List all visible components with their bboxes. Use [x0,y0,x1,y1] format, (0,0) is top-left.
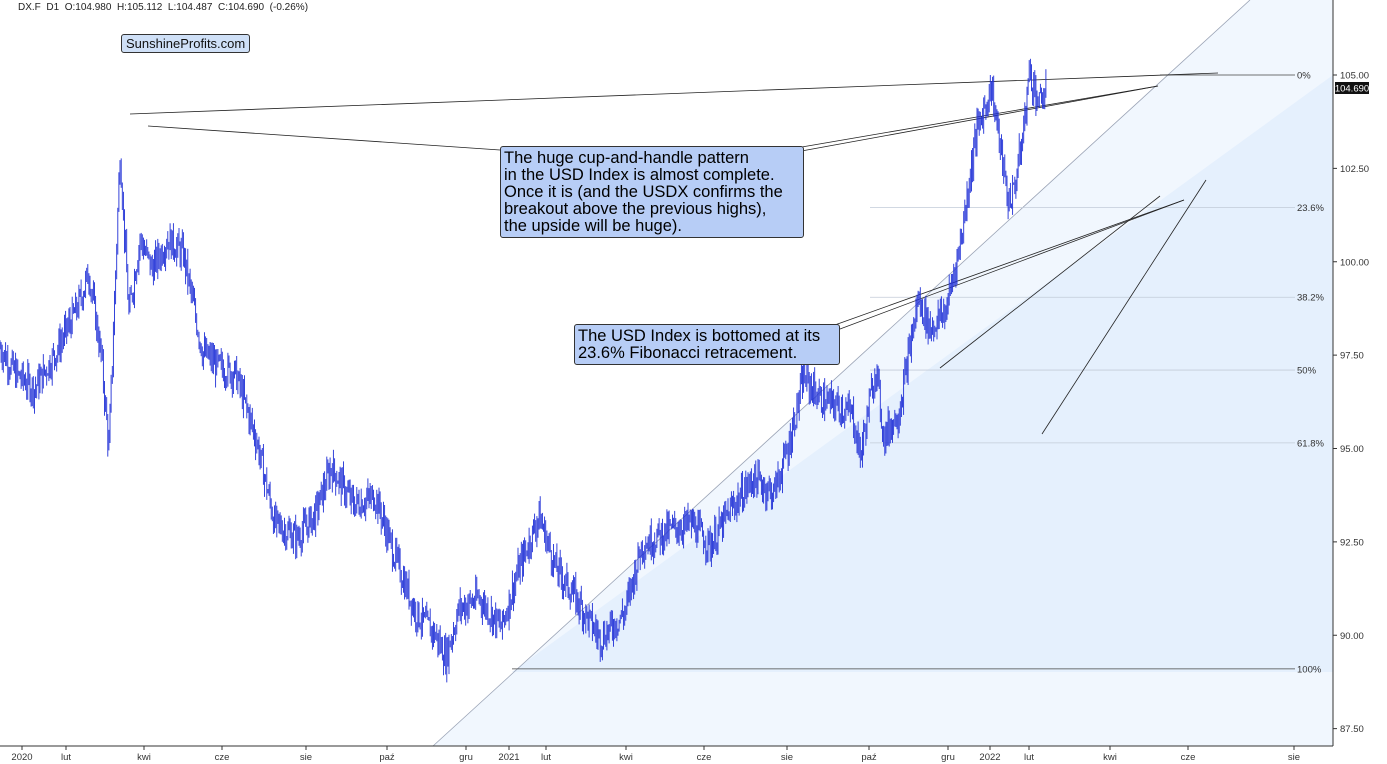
timeframe-label: D1 [46,2,60,13]
x-tick-label: cze [697,752,712,763]
x-tick-label: paź [861,752,877,763]
last-price-badge-bg [1335,82,1369,94]
fib-bottom-annotation: The USD Index is bottomed at its 23.6% F… [574,324,840,365]
x-tick-label: sie [781,752,793,763]
fib-level-label: 23.6% [1297,203,1324,214]
fib-level-label: 50% [1297,366,1317,377]
x-tick-label: sie [1288,752,1300,763]
cup-rim-line [129,72,1219,115]
brand-watermark: SunshineProfits.com [121,34,251,53]
y-tick-labels: 87.50 90.00 92.50 95.00 97.50 100.00 102.50 105… [1333,71,1369,735]
fib-level-label: 38.2% [1297,293,1324,304]
y-tick-label: 90.00 [1340,631,1364,642]
y-tick-label: 95.00 [1340,444,1364,455]
y-tick-label: 92.50 [1340,537,1364,548]
fib-level-label: 61.8% [1297,438,1324,449]
x-tick-label: cze [1181,752,1196,763]
last-price-label: 104.690 [1335,84,1369,95]
last-price-badge: 104.690 [1335,82,1369,95]
note2-pointer [831,199,1185,327]
x-tick-label: gru [941,752,955,763]
y-tick-label: 100.00 [1340,257,1369,268]
x-tick-label: sie [300,752,312,763]
fib-level-label: 0% [1297,71,1311,82]
y-tick-label: 87.50 [1340,724,1364,735]
note2-pointer-2 [831,199,1185,333]
cup-handle-annotation: The huge cup-and-handle pattern in the U… [500,146,804,238]
x-tick-label: kwi [137,752,151,763]
x-tick-label: paź [379,752,395,763]
diagonal-band-fill [433,0,1333,746]
wedge-upper-line [939,195,1161,369]
y-tick-label: 97.50 [1340,351,1364,362]
x-tick-label: lut [1024,752,1034,763]
fib-retracement-fill [432,0,1333,747]
x-tick-label: 2020 [11,752,32,763]
x-tick-label: lut [61,752,71,763]
x-tick-label: 2021 [498,752,519,763]
chart-header: DX.F D1 O:104.980 H:105.112 L:104.487 C:… [18,2,308,13]
x-tick-label: cze [215,752,230,763]
x-tick-label: kwi [1103,752,1117,763]
diagonal-band-edge [432,0,1251,747]
y-tick-label: 105.00 [1340,71,1369,82]
x-tick-label: kwi [619,752,633,763]
wedge-lower-line [1041,179,1207,435]
x-tick-label: 2022 [979,752,1000,763]
symbol-label: DX.F [18,2,41,13]
fib-level-label: 100% [1297,664,1322,675]
x-tick-labels: 2020 lut kwi cze sie paź gru 2021 lut kwi cze sie pa… [11,746,1300,763]
ohlc-readout: O:104.980 H:105.112 L:104.487 C:104.690 … [64,2,309,13]
y-tick-label: 102.50 [1340,164,1369,175]
x-tick-label: gru [459,752,473,763]
x-tick-label: lut [541,752,551,763]
fib-levels: 0% 23.6% 38.2% 50% 61.8% 100% [512,71,1324,675]
note1-pointer-top [147,125,501,151]
price-bars [0,58,1047,683]
